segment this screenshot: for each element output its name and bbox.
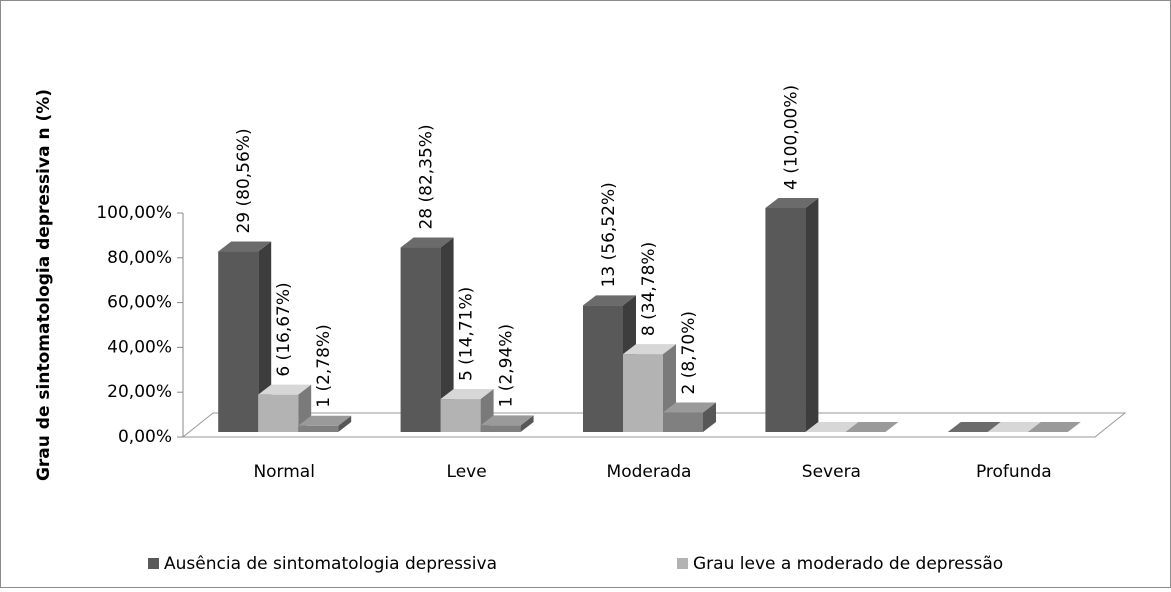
bar-top <box>987 422 1041 432</box>
bar-top <box>1027 422 1081 432</box>
data-label: 4 (100,00%) <box>781 85 801 190</box>
y-axis-label: Grau de sintomatologia depressiva n (%) <box>34 89 54 481</box>
bar-front <box>258 394 299 432</box>
bar-front <box>765 208 806 432</box>
bar-side <box>338 415 352 432</box>
bar-top <box>663 402 716 413</box>
y-tick-label: 0,00% <box>118 427 172 447</box>
bar-top <box>400 237 454 248</box>
bar <box>298 415 352 432</box>
y-tick-label: 40,00% <box>107 337 172 357</box>
bar-front <box>298 425 339 432</box>
bar-top <box>258 384 312 395</box>
bar <box>947 422 1001 432</box>
bar-front <box>583 305 623 432</box>
bar-side <box>520 415 534 432</box>
x-tick-label: Severa <box>802 462 861 482</box>
data-label: 29 (80,56%) <box>234 128 254 233</box>
legend-swatch <box>677 558 688 569</box>
data-label: 6 (16,67%) <box>274 282 294 376</box>
bar <box>400 237 454 432</box>
bar-top <box>765 198 819 208</box>
data-label: 1 (2,78%) <box>314 324 334 408</box>
legend-label: Grau leve a moderado de depressão <box>693 554 1003 574</box>
bar-side <box>703 402 716 432</box>
bar-top <box>947 422 1001 432</box>
bar-front <box>218 251 259 432</box>
data-label: 8 (34,78%) <box>639 242 659 336</box>
bar <box>218 241 272 432</box>
bar-front <box>480 425 521 432</box>
bar-front <box>400 247 441 432</box>
bar <box>805 422 859 432</box>
bar-top <box>583 295 636 306</box>
bar-top <box>623 344 676 355</box>
bar-front <box>623 354 663 432</box>
bar <box>765 198 819 432</box>
y-tick-label: 60,00% <box>107 293 172 313</box>
bar-side <box>440 237 454 432</box>
data-label: 28 (82,35%) <box>417 124 437 229</box>
data-label: 1 (2,94%) <box>497 324 517 408</box>
y-tick-label: 20,00% <box>107 382 172 402</box>
legend-swatch <box>148 558 159 569</box>
bar-top <box>440 389 494 400</box>
x-tick-label: Normal <box>253 462 315 482</box>
bar <box>623 344 676 432</box>
bar <box>987 422 1041 432</box>
x-tick-label: Moderada <box>607 462 692 482</box>
x-tick-label: Leve <box>447 462 487 482</box>
bar-top <box>298 415 352 426</box>
bar-front <box>663 412 703 432</box>
data-label: 13 (56,52%) <box>599 182 619 287</box>
legend-label: Ausência de sintomatologia depressiva <box>164 554 497 574</box>
bar-side <box>258 241 272 432</box>
bar-front <box>440 399 481 432</box>
bar-top <box>805 422 859 432</box>
bar-top <box>218 241 272 252</box>
bar-side <box>805 198 819 432</box>
bar <box>480 415 534 432</box>
x-tick-label: Profunda <box>976 462 1052 482</box>
data-label: 5 (14,71%) <box>457 287 477 381</box>
bar-top <box>480 415 534 426</box>
y-tick-label: 80,00% <box>107 248 172 268</box>
bar <box>663 402 716 432</box>
data-label: 2 (8,70%) <box>679 311 699 395</box>
bar <box>1027 422 1081 432</box>
bar <box>845 422 899 432</box>
y-tick-label: 100,00% <box>96 203 172 223</box>
bar-top <box>845 422 899 432</box>
bar <box>440 389 494 432</box>
